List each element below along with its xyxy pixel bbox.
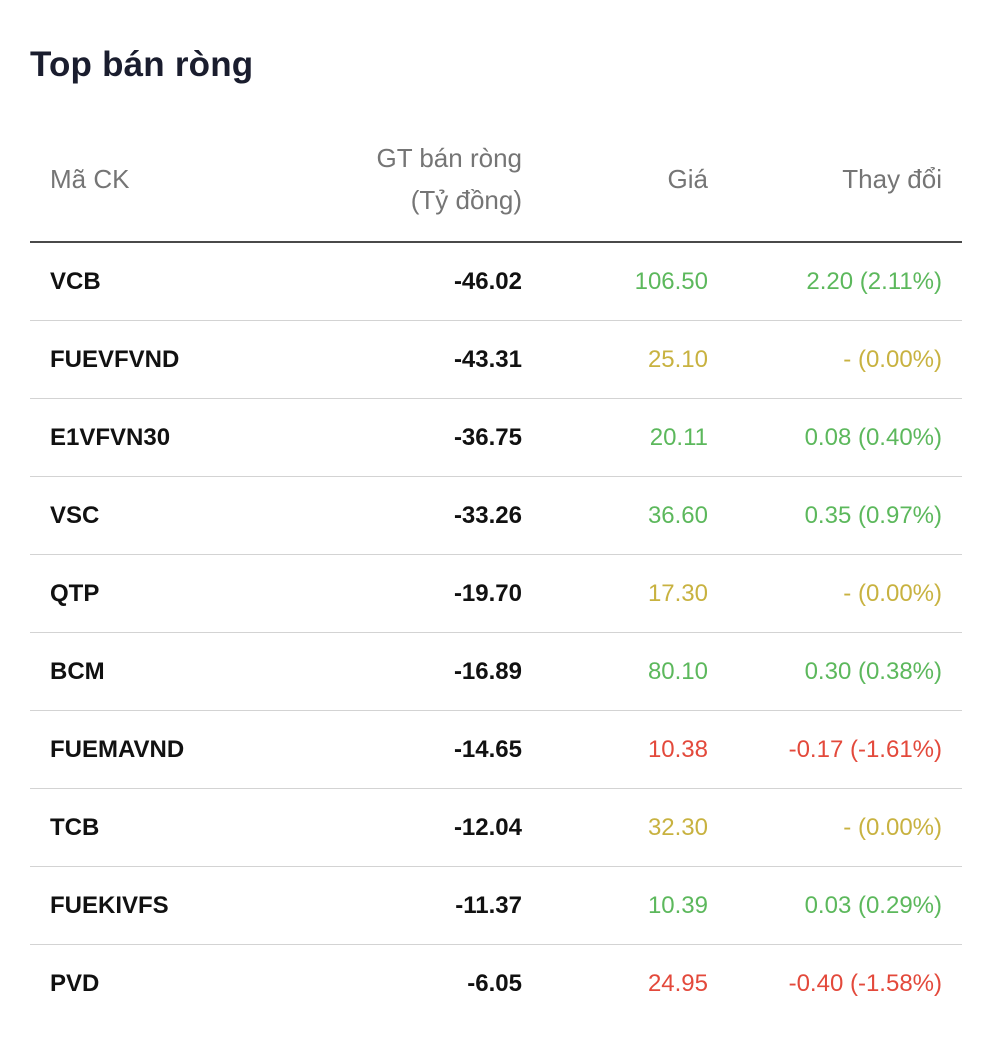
price-cell: 36.60 xyxy=(647,502,708,529)
change-cell: - (0.00%) xyxy=(843,346,942,373)
change-cell: - (0.00%) xyxy=(843,580,942,607)
price-cell: 32.30 xyxy=(647,814,708,841)
change-cell: 0.35 (0.97%) xyxy=(804,502,942,529)
net-value-cell: -36.75 xyxy=(453,424,522,451)
table-row[interactable]: VCB -46.02 106.50 2.20 (2.11%) xyxy=(30,243,962,321)
symbol-cell[interactable]: FUEVFVND xyxy=(50,346,180,373)
column-header-price: Giá xyxy=(667,164,708,194)
column-header-symbol: Mã CK xyxy=(50,164,130,194)
price-cell: 106.50 xyxy=(634,268,708,295)
net-value-cell: -14.65 xyxy=(453,736,522,763)
price-cell: 10.38 xyxy=(647,736,708,763)
net-sell-table: Mã CK GT bán ròng (Tỷ đồng) Giá Thay đổi… xyxy=(30,120,962,1022)
change-cell: -0.17 (-1.61%) xyxy=(788,736,942,763)
table-row[interactable]: FUEVFVND -43.31 25.10 - (0.00%) xyxy=(30,321,962,399)
change-cell: 0.30 (0.38%) xyxy=(804,658,942,685)
symbol-cell[interactable]: BCM xyxy=(50,658,105,685)
net-value-cell: -43.31 xyxy=(453,346,522,373)
price-cell: 80.10 xyxy=(647,658,708,685)
symbol-cell[interactable]: FUEKIVFS xyxy=(50,892,169,919)
table-row[interactable]: BCM -16.89 80.10 0.30 (0.38%) xyxy=(30,633,962,711)
price-cell: 24.95 xyxy=(647,970,708,997)
net-value-cell: -16.89 xyxy=(453,658,522,685)
symbol-cell[interactable]: FUEMAVND xyxy=(50,736,185,763)
table-row[interactable]: E1VFVN30 -36.75 20.11 0.08 (0.40%) xyxy=(30,399,962,477)
table-header: Mã CK GT bán ròng (Tỷ đồng) Giá Thay đổi xyxy=(30,120,962,243)
table-row[interactable]: FUEMAVND -14.65 10.38 -0.17 (-1.61%) xyxy=(30,711,962,789)
symbol-cell[interactable]: VCB xyxy=(50,268,101,295)
change-cell: - (0.00%) xyxy=(843,814,942,841)
table-row[interactable]: FUEKIVFS -11.37 10.39 0.03 (0.29%) xyxy=(30,867,962,945)
net-value-cell: -12.04 xyxy=(453,814,522,841)
net-value-cell: -33.26 xyxy=(453,502,522,529)
table-row[interactable]: TCB -12.04 32.30 - (0.00%) xyxy=(30,789,962,867)
symbol-cell[interactable]: TCB xyxy=(50,814,100,841)
price-cell: 17.30 xyxy=(647,580,708,607)
symbol-cell[interactable]: PVD xyxy=(50,970,100,997)
table-row[interactable]: PVD -6.05 24.95 -0.40 (-1.58%) xyxy=(30,945,962,1022)
price-cell: 20.11 xyxy=(649,424,708,451)
column-header-net-value: GT bán ròng (Tỷ đồng) xyxy=(376,137,522,221)
net-value-cell: -6.05 xyxy=(467,970,522,997)
column-header-change: Thay đổi xyxy=(842,164,942,194)
panel-title: Top bán ròng xyxy=(30,45,254,84)
symbol-cell[interactable]: E1VFVN30 xyxy=(50,424,171,451)
column-header-net-value-line1: GT bán ròng xyxy=(376,143,522,173)
price-cell: 10.39 xyxy=(647,892,708,919)
column-header-net-value-line2: (Tỷ đồng) xyxy=(410,185,522,215)
symbol-cell[interactable]: QTP xyxy=(50,580,100,607)
net-value-cell: -19.70 xyxy=(453,580,522,607)
net-value-cell: -11.37 xyxy=(455,892,522,919)
change-cell: -0.40 (-1.58%) xyxy=(788,970,942,997)
net-value-cell: -46.02 xyxy=(453,268,522,295)
change-cell: 0.03 (0.29%) xyxy=(804,892,942,919)
change-cell: 0.08 (0.40%) xyxy=(804,424,942,451)
table-row[interactable]: VSC -33.26 36.60 0.35 (0.97%) xyxy=(30,477,962,555)
table-row[interactable]: QTP -19.70 17.30 - (0.00%) xyxy=(30,555,962,633)
change-cell: 2.20 (2.11%) xyxy=(806,268,942,295)
symbol-cell[interactable]: VSC xyxy=(50,502,100,529)
price-cell: 25.10 xyxy=(647,346,708,373)
